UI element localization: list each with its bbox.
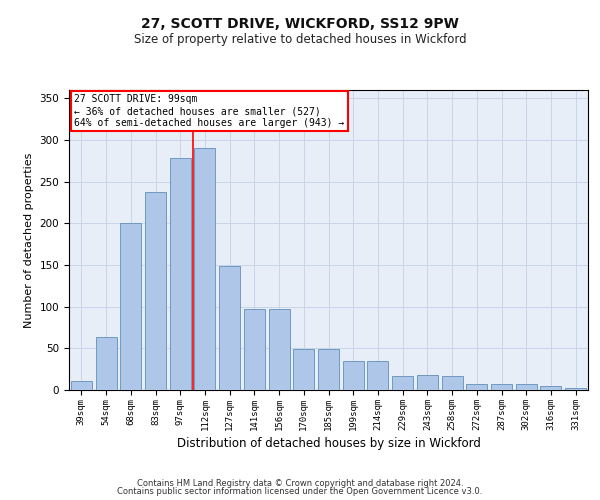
Text: 27, SCOTT DRIVE, WICKFORD, SS12 9PW: 27, SCOTT DRIVE, WICKFORD, SS12 9PW (141, 18, 459, 32)
Bar (293, 349, 314, 390)
Bar (367, 361, 388, 390)
Bar (71, 381, 92, 390)
Bar (516, 384, 537, 390)
Bar (170, 158, 191, 390)
Bar (120, 224, 141, 390)
Bar (343, 361, 364, 390)
Bar (145, 192, 166, 390)
Bar (491, 384, 512, 390)
Bar (392, 376, 413, 390)
Bar (318, 349, 339, 390)
Bar (565, 388, 586, 390)
X-axis label: Distribution of detached houses by size in Wickford: Distribution of detached houses by size … (176, 437, 481, 450)
Text: 27 SCOTT DRIVE: 99sqm
← 36% of detached houses are smaller (527)
64% of semi-det: 27 SCOTT DRIVE: 99sqm ← 36% of detached … (74, 94, 344, 128)
Bar (466, 384, 487, 390)
Y-axis label: Number of detached properties: Number of detached properties (24, 152, 34, 328)
Bar (219, 266, 240, 390)
Bar (244, 309, 265, 390)
Bar (442, 376, 463, 390)
Bar (95, 336, 116, 390)
Text: Contains HM Land Registry data © Crown copyright and database right 2024.: Contains HM Land Registry data © Crown c… (137, 478, 463, 488)
Bar (194, 148, 215, 390)
Bar (417, 375, 438, 390)
Text: Size of property relative to detached houses in Wickford: Size of property relative to detached ho… (134, 32, 466, 46)
Bar (269, 309, 290, 390)
Text: Contains public sector information licensed under the Open Government Licence v3: Contains public sector information licen… (118, 487, 482, 496)
Bar (541, 386, 562, 390)
